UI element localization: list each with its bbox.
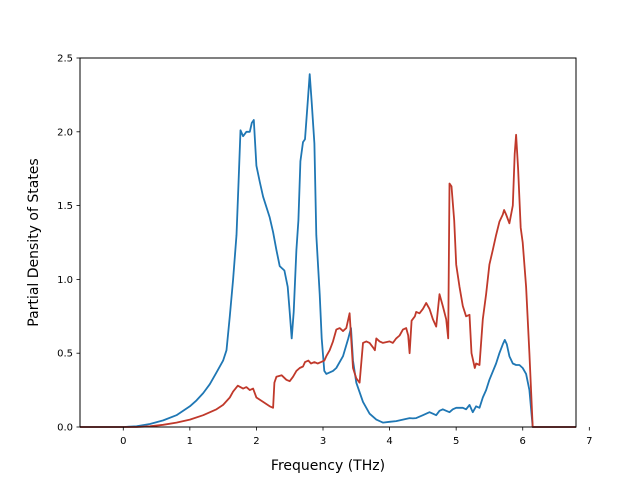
y-tick-label: 2.0 bbox=[57, 127, 73, 138]
x-tick-label: 3 bbox=[320, 436, 326, 447]
x-tick-label: 5 bbox=[453, 436, 459, 447]
y-tick-label: 1.5 bbox=[57, 201, 73, 212]
series-layer bbox=[80, 73, 576, 428]
y-tick-label: 0.0 bbox=[57, 423, 73, 434]
series-line-2 bbox=[80, 133, 576, 428]
x-tick-label: 4 bbox=[386, 436, 392, 447]
series-line-1 bbox=[80, 73, 576, 428]
x-tick-label: 7 bbox=[586, 436, 592, 447]
y-tick-label: 0.5 bbox=[57, 349, 73, 360]
x-tick-label: 0 bbox=[120, 436, 126, 447]
y-tick-label: 1.0 bbox=[57, 275, 73, 286]
y-axis-ticks: 0.0 0.5 1.0 1.5 2.0 2.5 bbox=[57, 54, 80, 434]
x-tick-label: 2 bbox=[253, 436, 259, 447]
x-tick-label: 1 bbox=[187, 436, 193, 447]
x-tick-label: 6 bbox=[520, 436, 526, 447]
plot-background bbox=[80, 58, 576, 427]
x-axis-label: Frequency (THz) bbox=[271, 458, 385, 474]
y-axis-label: Partial Density of States bbox=[26, 158, 42, 326]
x-axis-ticks: 0 1 2 3 4 5 6 7 bbox=[120, 427, 593, 447]
plot-frame bbox=[79, 57, 577, 428]
y-tick-label: 2.5 bbox=[57, 54, 73, 65]
